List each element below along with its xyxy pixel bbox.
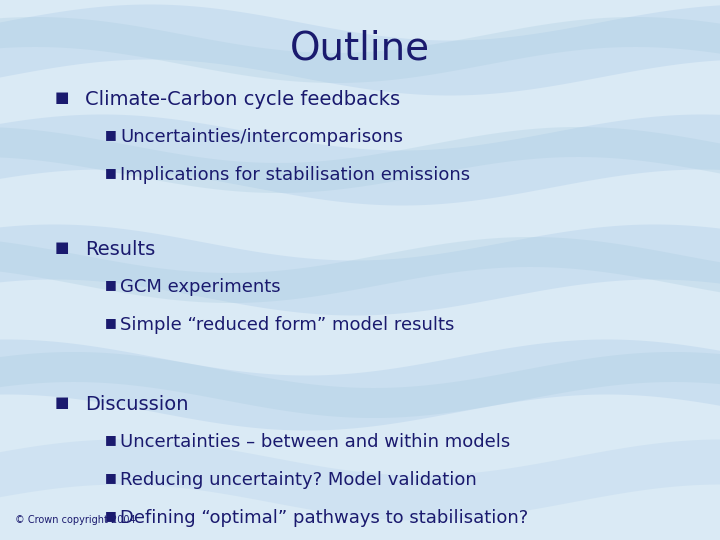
Text: ■: ■ — [55, 90, 69, 105]
Text: Uncertainties/intercomparisons: Uncertainties/intercomparisons — [120, 128, 403, 146]
Text: GCM experiments: GCM experiments — [120, 278, 281, 296]
Text: Simple “reduced form” model results: Simple “reduced form” model results — [120, 316, 454, 334]
Text: ■: ■ — [105, 166, 117, 179]
Text: Climate-Carbon cycle feedbacks: Climate-Carbon cycle feedbacks — [85, 90, 400, 109]
Text: ■: ■ — [105, 471, 117, 484]
Text: Defining “optimal” pathways to stabilisation?: Defining “optimal” pathways to stabilisa… — [120, 509, 528, 527]
Text: Uncertainties – between and within models: Uncertainties – between and within model… — [120, 433, 510, 451]
Text: © Crown copyright 2004: © Crown copyright 2004 — [15, 515, 135, 525]
Text: ■: ■ — [55, 395, 69, 410]
Text: Outline: Outline — [290, 30, 430, 68]
Text: Reducing uncertainty? Model validation: Reducing uncertainty? Model validation — [120, 471, 477, 489]
Text: ■: ■ — [105, 128, 117, 141]
Text: ■: ■ — [105, 316, 117, 329]
Text: Implications for stabilisation emissions: Implications for stabilisation emissions — [120, 166, 470, 184]
Text: ■: ■ — [105, 278, 117, 291]
Text: ■: ■ — [55, 240, 69, 255]
Text: Results: Results — [85, 240, 156, 259]
Text: ■: ■ — [105, 433, 117, 446]
Text: Discussion: Discussion — [85, 395, 189, 414]
Text: ■: ■ — [105, 509, 117, 522]
